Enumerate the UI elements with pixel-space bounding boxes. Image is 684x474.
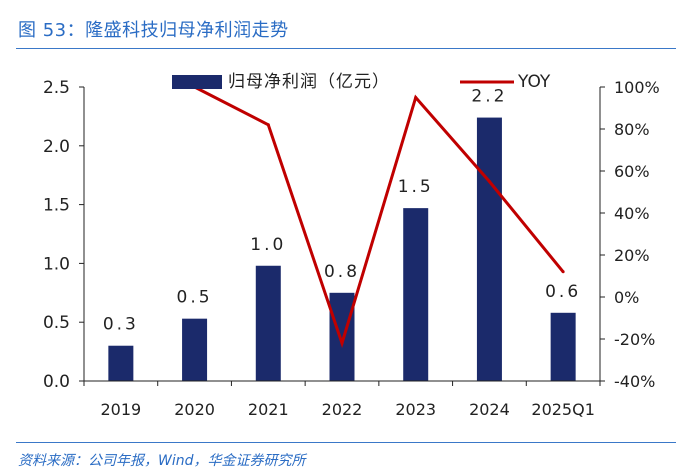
y-left-tick-label: 1.5 [43,196,70,216]
x-tick-label: 2019 [100,400,141,419]
bar-2024 [476,117,502,382]
yoy-point-2025Q1 [561,270,565,274]
yoy-point-2022 [340,341,344,345]
bar-2020 [182,318,208,381]
y-right-tick-label: 100% [614,78,660,97]
y-right-tick-label: 0% [614,288,639,307]
x-tick-label: 2021 [248,400,289,419]
bar-2023 [403,208,429,381]
bar-2025Q1 [550,312,576,381]
yoy-point-2021 [266,123,270,127]
y-right-tick-label: 80% [614,120,650,139]
bar-label-2022: 0.8 [324,262,360,282]
legend-bar-label: 归母净利润（亿元） [228,72,390,92]
bar-label-2023: 1.5 [398,177,434,197]
x-tick-label: 2023 [395,400,436,419]
y-right-tick-label: -20% [614,330,655,349]
y-left-tick-label: 1.0 [43,254,70,274]
title-rule [16,48,676,49]
x-tick-label: 2022 [322,400,363,419]
y-right-tick-label: 60% [614,162,650,181]
y-left-tick-label: 2.0 [43,137,70,157]
bar-label-2025Q1: 0.6 [545,282,581,302]
x-tick-label: 2025Q1 [531,400,595,419]
yoy-point-2023 [414,96,418,99]
bar-label-2020: 0.5 [177,288,213,308]
bar-2019 [108,345,134,381]
x-tick-label: 2024 [469,400,510,419]
y-right-tick-label: 20% [614,246,650,265]
bar-2021 [255,265,281,381]
figure-title: 图 53：隆盛科技归母净利润走势 [18,20,289,41]
y-right-tick-label: -40% [614,372,655,391]
y-left-tick-label: 2.5 [43,78,70,98]
legend-bar-swatch [172,75,222,89]
bar-label-2021: 1.0 [250,235,286,255]
yoy-line [193,85,565,349]
x-tick-label: 2020 [174,400,215,419]
y-left-tick-label: 0.0 [43,372,70,392]
y-left-tick-label: 0.5 [43,313,70,333]
source-note: 资料来源：公司年报，Wind，华金证券研究所 [18,453,306,469]
y-right-tick-label: 40% [614,204,650,223]
bar-2022 [329,292,355,381]
bar-label-2024: 2.2 [471,87,507,107]
legend-line-label: YOY [517,72,551,92]
yoy-point-2024 [487,180,491,183]
bar-label-2019: 0.3 [103,315,139,335]
source-rule [16,442,676,443]
